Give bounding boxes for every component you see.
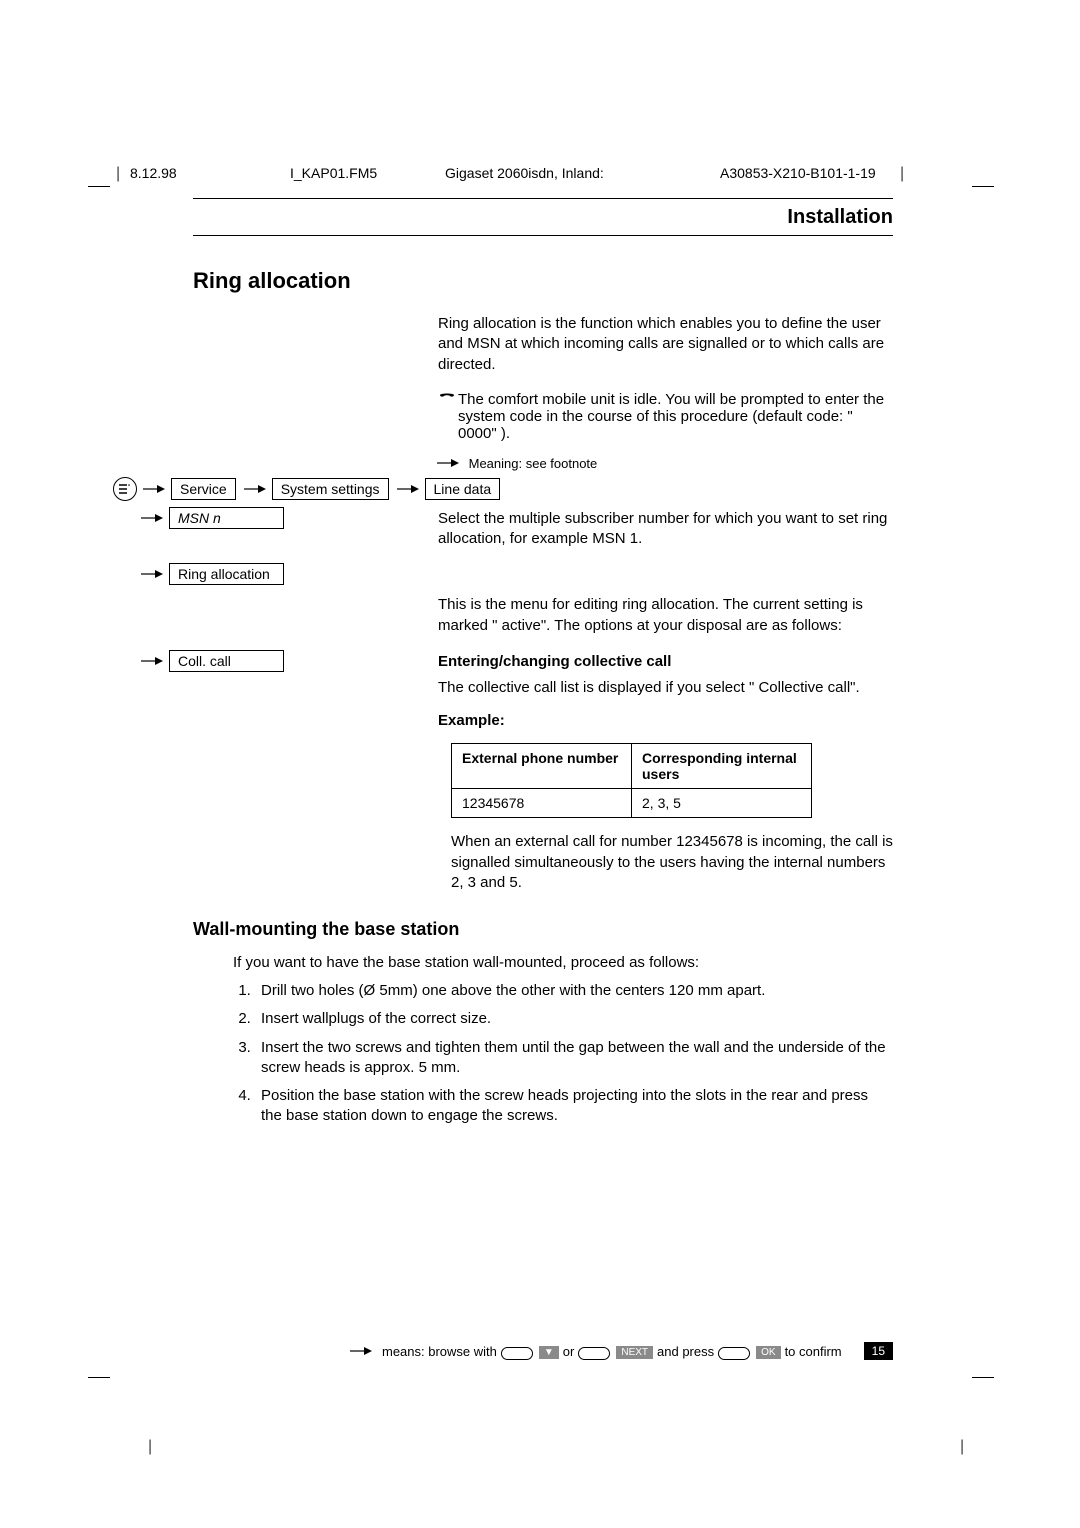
ring-step: Ring allocation This is the menu for edi… <box>193 563 893 636</box>
phone-icon <box>438 392 458 442</box>
example-label: Example: <box>438 712 893 729</box>
nav-path-row: Service System settings Line data <box>113 477 893 501</box>
chapter-title: Installation <box>193 206 893 229</box>
box-line-data: Line data <box>425 478 501 500</box>
footnote-row: Meaning: see footnote <box>437 456 893 471</box>
coll-desc: The collective call list is displayed if… <box>438 678 893 698</box>
footnote-text: Meaning: see footnote <box>469 456 598 471</box>
ok-label: OK <box>756 1346 780 1359</box>
example-table: External phone number Corresponding inte… <box>451 743 812 818</box>
footer-and: and press <box>657 1344 714 1359</box>
down-label: ▼ <box>539 1346 559 1359</box>
wall-steps: Drill two holes (Ø 5mm) one above the ot… <box>255 981 893 1127</box>
page-number: 15 <box>864 1342 893 1360</box>
crop-mark <box>972 186 994 187</box>
arrow-icon <box>141 656 163 666</box>
table-h1: External phone number <box>452 744 632 789</box>
arrow-icon <box>141 513 163 523</box>
wall-step-3: Insert the two screws and tighten them u… <box>255 1038 893 1079</box>
header-date: 8.12.98 <box>130 165 177 181</box>
arrow-icon <box>244 484 266 494</box>
ring-intro: Ring allocation is the function which en… <box>438 314 893 375</box>
crop-mark <box>972 1377 994 1378</box>
idle-text: The comfort mobile unit is idle. You wil… <box>458 391 893 442</box>
header-file: I_KAP01.FM5 <box>290 165 377 181</box>
menu-icon <box>113 477 137 501</box>
header-product: Gigaset 2060isdn, Inland: <box>445 165 604 181</box>
header-docid: A30853-X210-B101-1-19 <box>720 165 876 181</box>
crop-mark <box>88 1377 110 1378</box>
box-system-settings: System settings <box>272 478 389 500</box>
footer-or: or <box>563 1344 575 1359</box>
table-h2: Corresponding internal users <box>632 744 812 789</box>
footer: means: browse with ▼ or NEXT and press O… <box>193 1342 893 1360</box>
footer-confirm: to confirm <box>785 1344 842 1359</box>
rule-bottom <box>193 235 893 236</box>
box-msn: MSN n <box>169 507 284 529</box>
arrow-icon <box>397 484 419 494</box>
header-pipe-left: | <box>116 165 120 183</box>
arrow-icon <box>143 484 165 494</box>
next-label: NEXT <box>616 1346 653 1359</box>
crop-mark <box>88 186 110 187</box>
softkey-icon <box>501 1347 533 1360</box>
arrow-icon <box>437 458 459 468</box>
footer-means: means: browse with <box>382 1344 497 1359</box>
box-coll-call: Coll. call <box>169 650 284 672</box>
bottom-pipe-right: | <box>960 1438 964 1456</box>
softkey-icon <box>718 1347 750 1360</box>
bottom-pipe-left: | <box>148 1438 152 1456</box>
wall-step-2: Insert wallplugs of the correct size. <box>255 1009 893 1029</box>
arrow-icon <box>350 1346 372 1356</box>
idle-row: The comfort mobile unit is idle. You wil… <box>438 391 893 442</box>
wall-step-4: Position the base station with the screw… <box>255 1086 893 1127</box>
box-ring-alloc: Ring allocation <box>169 563 284 585</box>
msn-step: MSN n Select the multiple subscriber num… <box>193 507 893 550</box>
rule-top <box>193 198 893 199</box>
table-c1: 12345678 <box>452 789 632 818</box>
box-service: Service <box>171 478 236 500</box>
softkey-icon <box>578 1347 610 1360</box>
coll-step: Coll. call Entering/changing collective … <box>193 650 893 699</box>
section-ring-title: Ring allocation <box>193 268 893 294</box>
arrow-icon <box>141 569 163 579</box>
page-body: Installation Ring allocation Ring alloca… <box>193 198 893 1135</box>
post-table-text: When an external call for number 1234567… <box>451 832 893 893</box>
header-pipe-right: | <box>900 165 904 183</box>
ring-desc: This is the menu for editing ring alloca… <box>438 595 893 636</box>
wall-step-1: Drill two holes (Ø 5mm) one above the ot… <box>255 981 893 1001</box>
table-c2: 2, 3, 5 <box>632 789 812 818</box>
wall-intro: If you want to have the base station wal… <box>233 954 893 971</box>
wall-title: Wall-mounting the base station <box>193 919 893 940</box>
